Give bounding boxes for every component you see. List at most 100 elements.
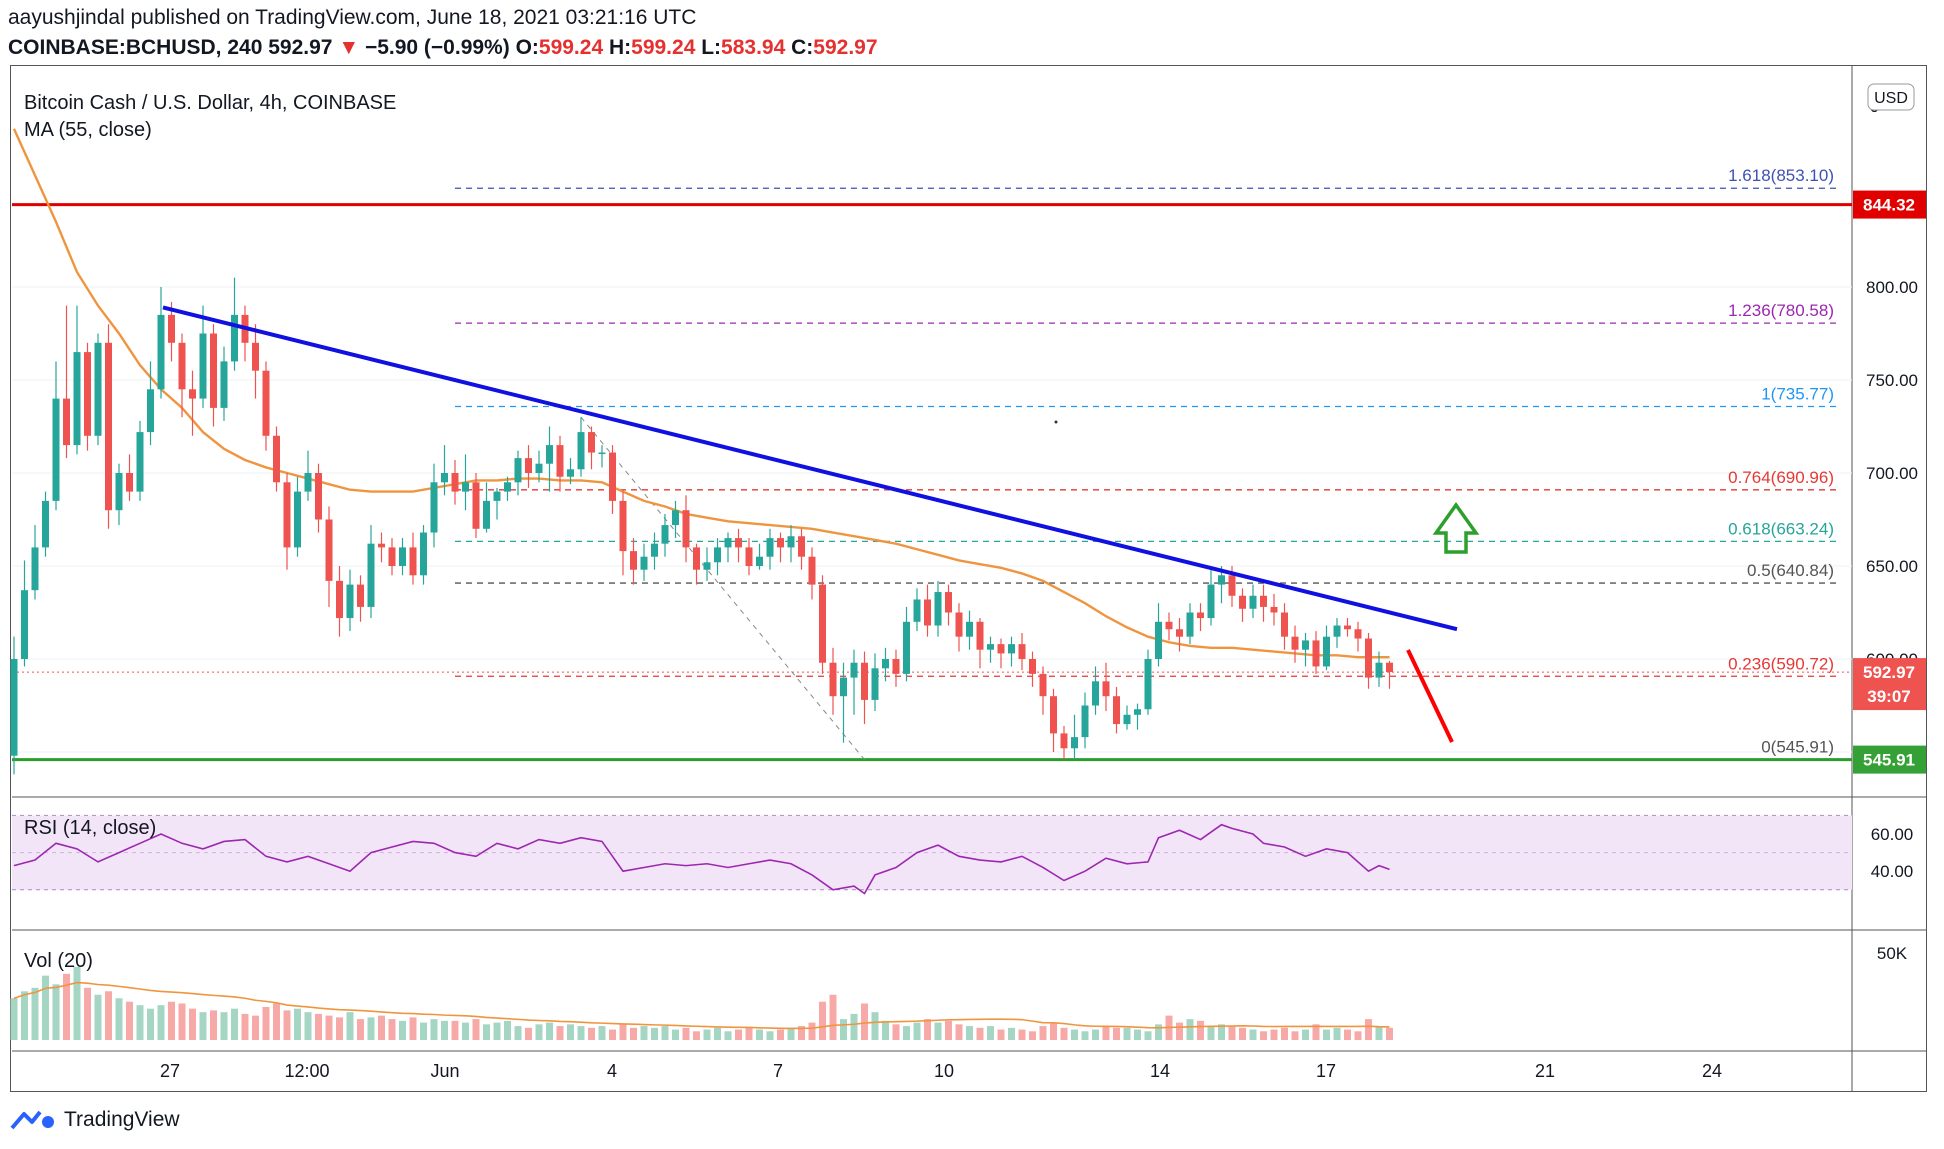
candle[interactable] [903,606,910,682]
candle[interactable] [525,445,532,488]
candle[interactable] [273,426,280,492]
candle[interactable] [672,500,679,539]
candle[interactable] [1092,666,1099,715]
candle[interactable] [1155,603,1162,667]
candle[interactable] [567,458,574,485]
candle[interactable] [315,463,322,533]
candle[interactable] [1375,651,1383,687]
candle[interactable] [1354,621,1362,652]
candle[interactable] [1134,703,1141,730]
volume-legend[interactable]: Vol (20) [24,950,93,972]
candle[interactable] [619,491,627,576]
candle[interactable] [21,560,28,667]
candle[interactable] [1302,632,1309,667]
candle[interactable] [1039,666,1047,715]
candle[interactable] [955,603,963,652]
candle[interactable] [882,647,889,682]
candle[interactable] [346,569,354,632]
candle[interactable] [913,588,921,632]
candle[interactable] [378,532,385,563]
candle[interactable] [504,476,511,501]
candle[interactable] [1008,636,1015,667]
candle[interactable] [136,420,144,501]
candle[interactable] [766,528,774,570]
candle[interactable] [1029,651,1036,687]
candle[interactable] [630,538,637,585]
candle[interactable] [84,342,91,451]
candle[interactable] [388,538,396,576]
candle[interactable] [1050,688,1057,752]
candle[interactable] [924,584,931,637]
candle[interactable] [493,487,501,520]
candle[interactable] [661,513,669,557]
candle[interactable] [357,575,364,622]
symbol-label[interactable]: COINBASE:BCHUSD, 240 [8,36,263,59]
candle[interactable] [462,454,469,511]
candle[interactable] [420,525,427,585]
candle[interactable] [745,538,753,576]
candle[interactable] [189,370,196,436]
candle[interactable] [588,426,595,470]
candle[interactable] [850,649,858,715]
candle[interactable] [52,361,60,511]
ma-legend[interactable]: MA (55, close) [24,119,152,141]
candle[interactable] [598,445,606,468]
candle[interactable] [1239,588,1246,622]
candle[interactable] [63,305,70,459]
candle[interactable] [126,454,133,501]
candle[interactable] [1270,593,1278,626]
candle[interactable] [1386,660,1393,689]
candle[interactable] [336,566,343,637]
candle[interactable] [556,435,564,492]
candle[interactable] [787,525,795,563]
candle[interactable] [976,618,984,669]
candle[interactable] [640,543,648,581]
candle[interactable] [1081,692,1089,749]
candle[interactable] [430,463,438,548]
candle[interactable] [829,647,837,715]
candle[interactable] [819,575,826,674]
currency-badge[interactable] [1867,83,1915,111]
candle[interactable] [546,426,553,492]
candle[interactable] [451,459,459,505]
candle[interactable] [1365,632,1372,689]
candle[interactable] [651,532,658,570]
candle[interactable] [73,305,81,455]
candle[interactable] [483,482,490,533]
candle[interactable] [714,538,721,576]
candle[interactable] [514,450,522,496]
candle[interactable] [934,580,942,637]
candle[interactable] [283,473,291,570]
candle[interactable] [1102,662,1110,712]
candle[interactable] [1260,584,1267,622]
candle[interactable] [997,638,1005,669]
candle[interactable] [1281,603,1288,650]
candle[interactable] [808,547,816,600]
candle[interactable] [756,543,763,570]
candle[interactable] [1249,584,1257,619]
candle[interactable] [94,333,102,446]
candle[interactable] [1165,612,1173,641]
candle[interactable] [157,287,165,399]
candle[interactable] [10,636,18,775]
candle[interactable] [304,450,312,501]
candle[interactable] [861,651,868,725]
candle[interactable] [577,417,585,477]
candle[interactable] [1197,603,1204,632]
candle[interactable] [1060,725,1068,760]
candle[interactable] [1186,603,1194,645]
candle[interactable] [840,662,847,743]
candle[interactable] [1291,625,1299,663]
candle[interactable] [703,547,711,581]
candle[interactable] [945,584,952,626]
candle[interactable] [472,473,480,539]
candle[interactable] [798,528,805,570]
candle[interactable] [399,538,406,576]
candle[interactable] [42,491,49,557]
candle[interactable] [1071,714,1078,760]
candle[interactable] [31,525,39,600]
candle[interactable] [1123,705,1131,730]
candle[interactable] [1018,632,1026,671]
candle[interactable] [115,463,123,526]
